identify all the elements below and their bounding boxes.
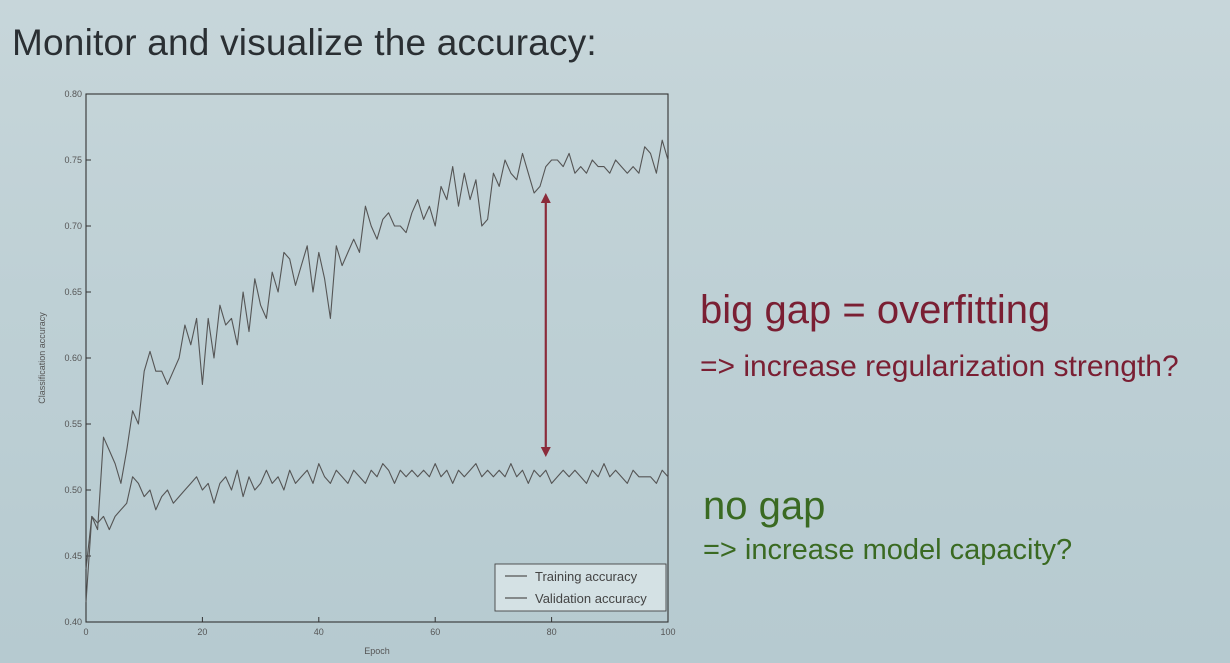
overfitting-advice: => increase regularization strength?	[700, 350, 1179, 383]
slide-title: Monitor and visualize the accuracy:	[12, 22, 597, 63]
y-tick-label: 0.65	[64, 287, 82, 297]
overfitting-heading: big gap = overfitting	[700, 288, 1051, 332]
y-tick-label: 0.80	[64, 89, 82, 99]
x-tick-label: 80	[547, 627, 557, 637]
legend-box	[494, 563, 667, 612]
x-tick-label: 40	[314, 627, 324, 637]
x-tick-label: 20	[197, 627, 207, 637]
y-axis-ticks: 0.40 0.45 0.50 0.55 0.60 0.65 0.70 0.75 0.80	[64, 89, 91, 627]
plot-area-frame	[85, 93, 669, 623]
legend-label-training: Training accuracy	[535, 569, 638, 584]
chart-legend: Training accuracy Validation accuracy	[494, 563, 667, 612]
accuracy-chart-svg: 0.40 0.45 0.50 0.55 0.60 0.65 0.70 0.75 0.80 0 20…	[37, 89, 676, 656]
y-axis-label: Classification accuracy	[37, 312, 47, 404]
y-tick-label: 0.70	[64, 221, 82, 231]
training-accuracy-line	[85, 139, 669, 603]
y-tick-label: 0.40	[64, 617, 82, 627]
x-axis-ticks: 0 20 40 60 80 100	[83, 617, 676, 637]
y-tick-label: 0.45	[64, 551, 82, 561]
x-tick-label: 0	[83, 627, 88, 637]
x-tick-label: 100	[660, 627, 675, 637]
series-lines	[85, 139, 669, 603]
y-tick-label: 0.50	[64, 485, 82, 495]
validation-accuracy-line	[85, 463, 669, 570]
x-axis-label: Epoch	[364, 646, 390, 656]
no-gap-advice: => increase model capacity?	[703, 534, 1073, 566]
y-tick-label: 0.75	[64, 155, 82, 165]
accuracy-chart: 0.40 0.45 0.50 0.55 0.60 0.65 0.70 0.75 0.80 0 20…	[30, 86, 690, 661]
gap-arrow-head-bottom	[540, 447, 551, 457]
y-tick-label: 0.55	[64, 419, 82, 429]
y-tick-label: 0.60	[64, 353, 82, 363]
gap-arrow	[540, 193, 551, 457]
x-tick-label: 60	[430, 627, 440, 637]
gap-arrow-head-top	[540, 193, 551, 203]
no-gap-heading: no gap	[703, 484, 826, 528]
legend-label-validation: Validation accuracy	[535, 591, 647, 606]
